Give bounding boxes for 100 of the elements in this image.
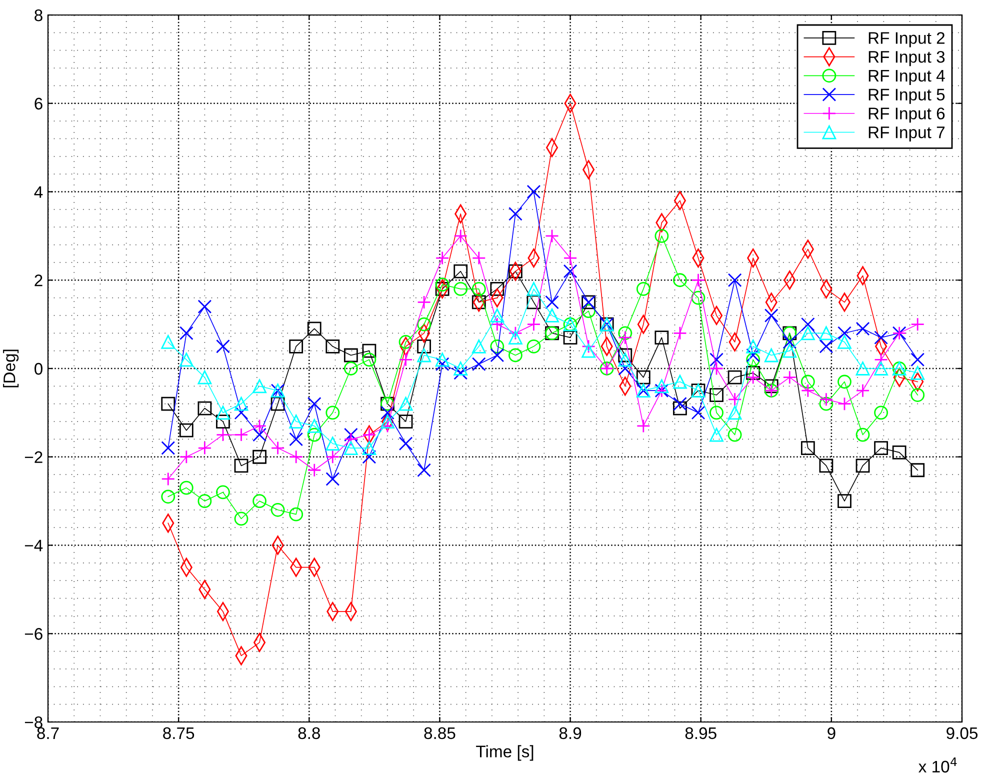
point	[654, 228, 669, 243]
point	[856, 362, 870, 376]
point	[636, 282, 650, 296]
point	[618, 326, 632, 340]
y-tick-label: 0	[34, 362, 42, 375]
point	[490, 308, 504, 322]
point	[856, 458, 870, 473]
point	[874, 352, 888, 367]
point	[728, 273, 742, 288]
y-tick-label: 4	[34, 186, 43, 198]
point	[234, 396, 248, 411]
point	[874, 406, 888, 420]
point	[380, 406, 394, 420]
point	[417, 317, 431, 332]
point	[691, 290, 706, 305]
point	[508, 206, 522, 221]
point	[673, 401, 687, 416]
point	[472, 251, 486, 265]
point	[252, 494, 266, 508]
point	[728, 428, 742, 442]
point	[198, 370, 212, 384]
point	[216, 406, 230, 420]
point	[289, 414, 304, 428]
point	[673, 374, 687, 389]
point	[435, 282, 450, 296]
point	[179, 352, 194, 367]
point	[582, 304, 596, 318]
point	[417, 463, 431, 478]
point	[526, 295, 541, 310]
text: x 10$^{4}$	[918, 758, 957, 773]
point	[161, 441, 176, 455]
point	[270, 502, 285, 517]
point	[618, 330, 632, 345]
point	[326, 436, 340, 451]
point	[398, 436, 413, 451]
point	[838, 396, 852, 411]
point	[582, 344, 596, 358]
legend-label: RF Input 4	[868, 70, 945, 85]
point	[856, 428, 870, 442]
x-tick-label: 9	[828, 727, 836, 740]
point	[782, 370, 797, 384]
point	[362, 428, 376, 442]
point	[490, 339, 504, 354]
point	[417, 348, 431, 362]
point	[838, 335, 852, 349]
point	[746, 339, 760, 354]
point	[179, 450, 194, 464]
x-tick-label: 8.8	[298, 727, 320, 740]
point	[819, 339, 834, 354]
point	[800, 317, 815, 332]
legend-label: RF Input 7	[868, 126, 944, 142]
point	[198, 494, 212, 508]
point	[838, 374, 852, 389]
point	[417, 295, 431, 310]
point	[198, 401, 212, 416]
point	[874, 330, 888, 345]
point	[216, 428, 230, 442]
point	[435, 352, 450, 367]
point	[289, 507, 304, 522]
point	[289, 339, 304, 354]
point	[673, 396, 687, 411]
point	[490, 348, 504, 362]
point	[764, 379, 778, 394]
point	[344, 428, 358, 442]
point	[728, 392, 742, 406]
y-tick-label: 8	[34, 9, 42, 22]
x-tick-label: 9.05	[946, 727, 978, 740]
point	[234, 512, 248, 526]
point	[380, 414, 394, 428]
point	[179, 326, 194, 340]
point	[819, 392, 834, 406]
point	[307, 322, 322, 336]
point	[800, 326, 815, 340]
point	[326, 406, 340, 420]
point	[472, 339, 486, 354]
legend-label: RF Input 5	[868, 88, 945, 104]
point	[289, 450, 304, 464]
point	[417, 339, 431, 354]
x-tick-label: 8.85	[424, 727, 456, 740]
point	[380, 419, 394, 433]
point	[326, 450, 340, 464]
point	[216, 414, 230, 428]
point	[472, 357, 486, 372]
point	[179, 423, 194, 438]
y-tick-label: 2	[34, 274, 42, 286]
point	[508, 330, 522, 345]
point	[161, 472, 176, 486]
legend-label: RF Input 3	[868, 50, 945, 66]
point	[563, 264, 578, 278]
point	[782, 335, 797, 349]
point	[838, 326, 852, 340]
point	[252, 419, 266, 433]
point	[216, 339, 230, 354]
point	[910, 463, 925, 478]
point	[344, 441, 358, 455]
point	[618, 348, 632, 362]
point	[782, 344, 797, 358]
legend-label: RF Input 2	[868, 32, 944, 48]
point	[819, 396, 834, 411]
point	[545, 228, 559, 243]
